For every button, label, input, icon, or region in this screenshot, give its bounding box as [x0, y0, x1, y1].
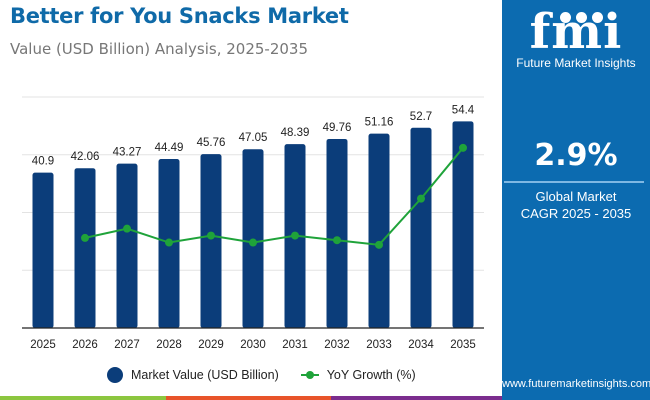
cagr-value: 2.9%: [534, 138, 618, 173]
legend-bar-swatch-icon: [107, 367, 123, 383]
x-tick-2031: 2031: [282, 339, 308, 351]
legend: Market Value (USD Billion) YoY Growth (%…: [107, 367, 416, 383]
x-tick-2032: 2032: [324, 339, 350, 351]
yoy-point-2029: [207, 231, 215, 240]
yoy-point-2035: [459, 143, 467, 152]
data-label-2026: 42.06: [71, 151, 100, 163]
data-label-2033: 51.16: [365, 117, 394, 129]
bar-2025: [32, 172, 54, 328]
cagr-label-line1: Global Market: [535, 189, 617, 204]
x-tick-labels: 2025 2026 2027 2028 2029 2030 2031 2032 2033 2034…: [30, 339, 476, 351]
logo-letters: fmi: [529, 4, 623, 60]
legend-label-yoy-growth: YoY Growth (%): [326, 368, 416, 382]
data-label-2030: 47.05: [239, 132, 268, 144]
globe-americas-icon: [560, 12, 571, 23]
x-tick-2026: 2026: [72, 339, 98, 351]
bottom-strip-orange: [166, 396, 331, 400]
bar-2026: [74, 168, 96, 328]
chart-title: Better for You Snacks Market: [10, 4, 349, 28]
legend-label-market-value: Market Value (USD Billion): [131, 368, 279, 382]
yoy-point-2030: [249, 238, 257, 247]
yoy-point-2027: [123, 224, 131, 233]
data-label-2034: 52.7: [410, 111, 432, 123]
x-tick-2035: 2035: [450, 339, 476, 351]
x-tick-2030: 2030: [240, 339, 266, 351]
bar-2027: [116, 163, 138, 328]
yoy-point-2031: [291, 231, 299, 240]
bar-2035: [452, 121, 474, 328]
cagr-divider: [504, 181, 644, 183]
bar-2032: [326, 138, 348, 328]
x-tick-2028: 2028: [156, 339, 182, 351]
yoy-point-2032: [333, 236, 341, 245]
fmi-logo: fmi Future Market Insights: [502, 6, 650, 70]
logo-company-name: Future Market Insights: [516, 56, 636, 70]
globe-europe-icon: [576, 12, 587, 23]
yoy-point-2033: [375, 240, 383, 249]
data-labels: 40.9 42.06 43.27 44.49 45.76 47.05 48.39 49.76 5…: [32, 104, 475, 167]
cagr-label: Global Market CAGR 2025 - 2035: [502, 188, 650, 222]
yoy-point-2028: [165, 238, 173, 247]
data-label-2032: 49.76: [323, 122, 352, 134]
yoy-point-2026: [81, 233, 89, 242]
chart-subtitle: Value (USD Billion) Analysis, 2025-2035: [10, 40, 308, 58]
bar-2029: [200, 154, 222, 328]
yoy-point-2034: [417, 194, 425, 203]
line-series: [81, 143, 467, 249]
yoy-growth-line: [84, 147, 464, 246]
data-label-2027: 43.27: [113, 147, 142, 159]
chart: 40.9 42.06 43.27 44.49 45.76 47.05 48.39 49.76 5…: [22, 96, 484, 351]
website-link[interactable]: www.futuremarketinsights.com: [502, 378, 650, 390]
legend-line-swatch-icon: [300, 371, 319, 379]
bar-2033: [368, 133, 390, 328]
globe-icons: [560, 12, 603, 23]
x-tick-2025: 2025: [30, 339, 56, 351]
globe-asia-icon: [592, 12, 603, 23]
data-label-2028: 44.49: [155, 142, 184, 154]
x-tick-2033: 2033: [366, 339, 392, 351]
x-tick-2027: 2027: [114, 339, 140, 351]
bottom-strip-purple: [331, 396, 502, 400]
bar-2034: [410, 127, 432, 328]
data-label-2025: 40.9: [32, 156, 54, 168]
x-tick-2034: 2034: [408, 339, 434, 351]
data-label-2035: 54.4: [452, 104, 475, 116]
bottom-strip-green: [0, 396, 166, 400]
x-tick-2029: 2029: [198, 339, 224, 351]
side-panel: fmi Future Market Insights 2.9% Global M…: [502, 0, 650, 400]
cagr-label-line2: CAGR 2025 - 2035: [520, 206, 632, 221]
data-label-2029: 45.76: [197, 137, 226, 149]
data-label-2031: 48.39: [281, 127, 310, 139]
